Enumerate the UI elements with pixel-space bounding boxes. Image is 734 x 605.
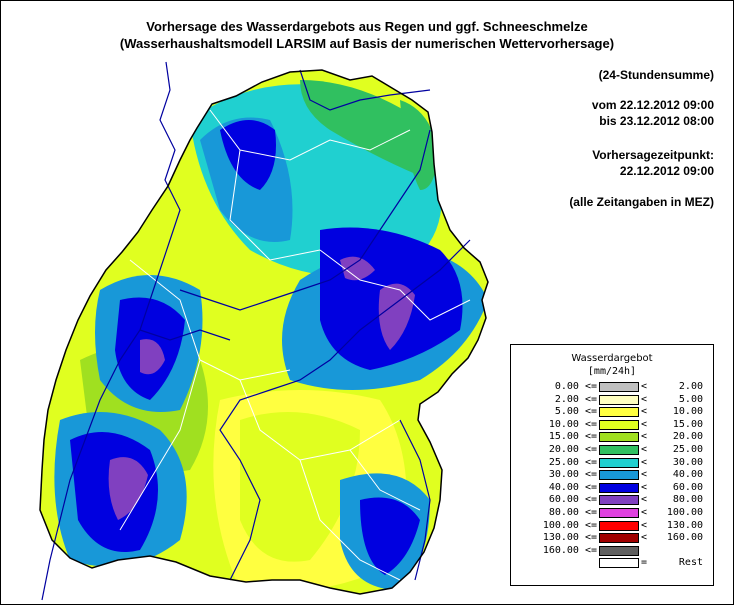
legend-swatch xyxy=(599,394,639,405)
legend-swatch xyxy=(599,419,639,430)
legend-lower-bound: 100.00 <= xyxy=(542,519,597,531)
legend-operator: < xyxy=(641,519,648,531)
sum-label: (24-Stundensumme) xyxy=(598,68,714,82)
catchment-boundaries xyxy=(119,109,471,581)
legend-row: 10.00 <= <15.00 xyxy=(511,419,713,431)
legend-row: 130.00 <= <160.00 xyxy=(511,532,713,544)
legend-lower-bound: 40.00 <= xyxy=(548,481,597,493)
legend-row: 15.00 <= <20.00 xyxy=(511,431,713,443)
legend-swatch xyxy=(599,508,639,518)
legend-upper-bound: 80.00 xyxy=(672,494,703,506)
legend-swatch xyxy=(599,432,639,443)
legend-row: 25.00 <= <30.00 xyxy=(511,457,713,469)
legend-operator: = xyxy=(641,557,648,569)
period-from: vom 22.12.2012 09:00 xyxy=(591,98,714,112)
legend-upper-bound: 160.00 xyxy=(666,532,703,544)
forecast-info: Vorhersagezeitpunkt: 22.12.2012 09:00 xyxy=(592,147,714,179)
legend-operator: < xyxy=(641,481,648,493)
legend-lower-bound: 20.00 <= xyxy=(548,444,597,455)
map-title: Vorhersage des Wasserdargebots aus Regen… xyxy=(0,18,734,52)
legend-row: 5.00 <= <10.00 xyxy=(511,406,713,418)
legend-swatch xyxy=(599,545,639,556)
legend-upper-bound: 25.00 xyxy=(672,444,703,455)
legend-row: 30.00 <= <40.00 xyxy=(511,469,713,481)
legend-swatch xyxy=(599,533,639,544)
legend-upper-bound: 10.00 xyxy=(672,406,703,418)
legend-swatch xyxy=(599,482,639,493)
title-line-2: (Wasserhaushaltsmodell LARSIM auf Basis … xyxy=(119,36,615,51)
legend-unit: [mm/24h] xyxy=(587,366,637,377)
legend-operator: < xyxy=(641,381,648,392)
legend: Wasserdargebot [mm/24h] 0.00 <= <2.00 2.00… xyxy=(510,344,714,586)
legend-operator: < xyxy=(641,532,648,544)
legend-swatch xyxy=(599,558,639,569)
legend-row: 100.00 <= <130.00 xyxy=(511,520,713,532)
period-to: bis 23.12.2012 08:00 xyxy=(599,114,714,128)
legend-row: 160.00 <= xyxy=(511,545,713,557)
legend-operator: < xyxy=(641,431,648,443)
legend-swatch xyxy=(599,407,639,418)
legend-lower-bound: 25.00 <= xyxy=(548,456,597,468)
period-info: vom 22.12.2012 09:00 bis 23.12.2012 08:0… xyxy=(592,97,714,129)
legend-operator: < xyxy=(641,406,648,418)
legend-lower-bound: 0.00 <= xyxy=(554,381,597,392)
legend-upper-bound: 30.00 xyxy=(672,456,703,468)
legend-row: 60.00 <= <80.00 xyxy=(511,494,713,506)
legend-upper-bound: 15.00 xyxy=(672,418,703,430)
legend-lower-bound: 80.00 <= xyxy=(548,507,597,518)
legend-swatch xyxy=(599,520,639,531)
legend-swatch xyxy=(599,495,639,506)
legend-lower-bound: 160.00 <= xyxy=(542,544,597,556)
legend-lower-bound: 30.00 <= xyxy=(548,469,597,481)
forecast-time: 22.12.2012 09:00 xyxy=(619,164,714,178)
legend-swatch xyxy=(599,445,639,455)
legend-operator: < xyxy=(641,444,648,455)
legend-operator: < xyxy=(641,494,648,506)
legend-lower-bound: 2.00 <= xyxy=(554,393,597,405)
legend-upper-bound: 20.00 xyxy=(672,431,703,443)
legend-upper-bound: 40.00 xyxy=(672,469,703,481)
legend-upper-bound: 5.00 xyxy=(678,393,703,405)
legend-row: = Rest xyxy=(511,557,713,569)
legend-swatch xyxy=(599,470,639,481)
legend-upper-bound: Rest xyxy=(678,557,703,569)
legend-upper-bound: 100.00 xyxy=(666,507,703,518)
legend-swatch xyxy=(599,382,639,392)
legend-operator: < xyxy=(641,393,648,405)
rivers xyxy=(41,61,471,601)
legend-upper-bound: 60.00 xyxy=(672,481,703,493)
legend-row: 80.00 <= <100.00 xyxy=(511,507,713,519)
legend-row: 2.00 <= <5.00 xyxy=(511,394,713,406)
legend-operator: < xyxy=(641,418,648,430)
legend-row: 0.00 <= <2.00 xyxy=(511,381,713,393)
precipitation-field xyxy=(40,70,488,594)
legend-upper-bound: 2.00 xyxy=(678,381,703,392)
legend-row: 20.00 <= <25.00 xyxy=(511,444,713,456)
title-line-1: Vorhersage des Wasserdargebots aus Regen… xyxy=(146,19,588,34)
legend-operator: < xyxy=(641,469,648,481)
legend-title: Wasserdargebot xyxy=(571,353,653,364)
legend-operator: < xyxy=(641,507,648,518)
legend-lower-bound: 60.00 <= xyxy=(548,494,597,506)
forecast-label: Vorhersagezeitpunkt: xyxy=(592,148,714,162)
legend-lower-bound: 5.00 <= xyxy=(554,406,597,418)
legend-lower-bound: 130.00 <= xyxy=(542,532,597,544)
legend-operator: < xyxy=(641,456,648,468)
timezone-note: (alle Zeitangaben in MEZ) xyxy=(569,195,714,209)
legend-lower-bound: 10.00 <= xyxy=(548,418,597,430)
legend-lower-bound: 15.00 <= xyxy=(548,431,597,443)
legend-upper-bound: 130.00 xyxy=(666,519,703,531)
legend-row: 40.00 <= <60.00 xyxy=(511,482,713,494)
legend-swatch xyxy=(599,457,639,468)
